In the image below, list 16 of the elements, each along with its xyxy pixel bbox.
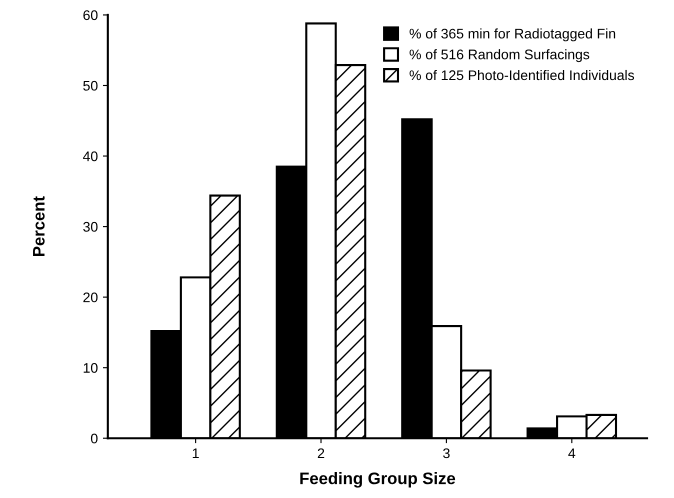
legend-label: % of 365 min for Radiotagged Fin: [410, 28, 616, 42]
legend-label: % of 125 Photo-Identified Individuals: [410, 70, 634, 80]
y-tick-label: 20: [83, 292, 98, 302]
y-axis-title: Percent: [33, 196, 45, 256]
y-tick-label: 30: [83, 222, 98, 232]
y-tick-label: 50: [83, 80, 98, 91]
y-tick-label: 60: [83, 10, 98, 20]
x-axis-title: Feeding Group Size: [300, 472, 456, 488]
y-tick-label: 40: [82, 151, 98, 162]
legend-label: % of 516 Random Surfacings: [410, 49, 590, 62]
x-tick-label: 3: [443, 448, 450, 458]
y-tick-label: 10: [84, 363, 98, 373]
x-tick-label: 1: [192, 448, 199, 458]
y-tick-label: 0: [90, 434, 98, 444]
x-tick-label: 2: [318, 448, 324, 458]
x-tick-label: 4: [568, 448, 576, 458]
